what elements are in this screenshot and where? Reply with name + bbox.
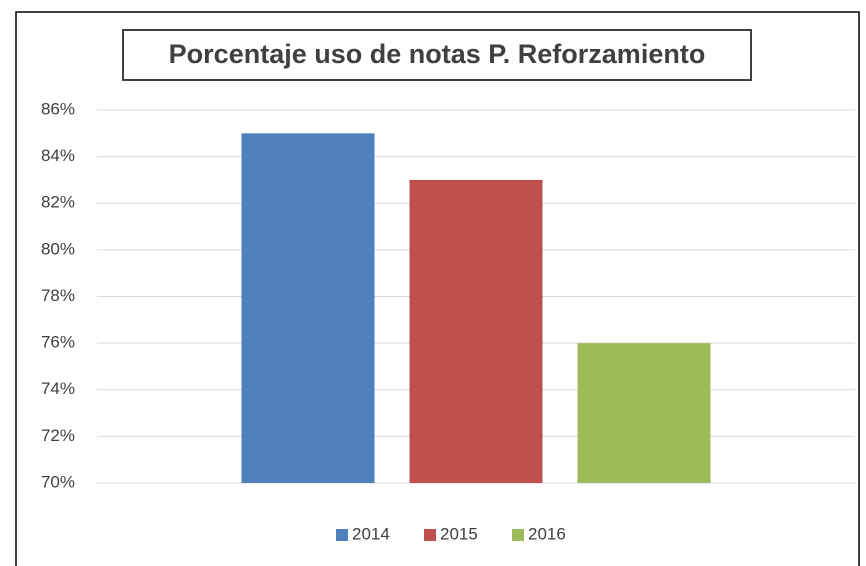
- y-tick-label: 78%: [41, 286, 75, 305]
- bar: [409, 179, 543, 483]
- y-tick-label: 70%: [41, 472, 75, 491]
- y-tick-label: 74%: [41, 379, 75, 398]
- title-box: [122, 29, 752, 81]
- y-tick-label: 84%: [41, 146, 75, 165]
- y-tick-label: 76%: [41, 333, 75, 352]
- y-tick-label: 82%: [41, 193, 75, 212]
- y-tick-label: 72%: [41, 426, 75, 445]
- legend-label: 2014: [352, 524, 390, 543]
- legend-label: 2016: [528, 524, 566, 543]
- chart-border: [15, 11, 860, 566]
- legend-label: 2015: [440, 524, 478, 543]
- y-tick-label: 80%: [41, 239, 75, 258]
- y-tick-label: 86%: [41, 99, 75, 118]
- legend-swatch: [512, 529, 524, 541]
- bar: [577, 343, 711, 483]
- legend-swatch: [336, 529, 348, 541]
- chart-title: Porcentaje uso de notas P. Reforzamiento: [169, 39, 706, 69]
- legend-swatch: [424, 529, 436, 541]
- bar: [241, 133, 375, 483]
